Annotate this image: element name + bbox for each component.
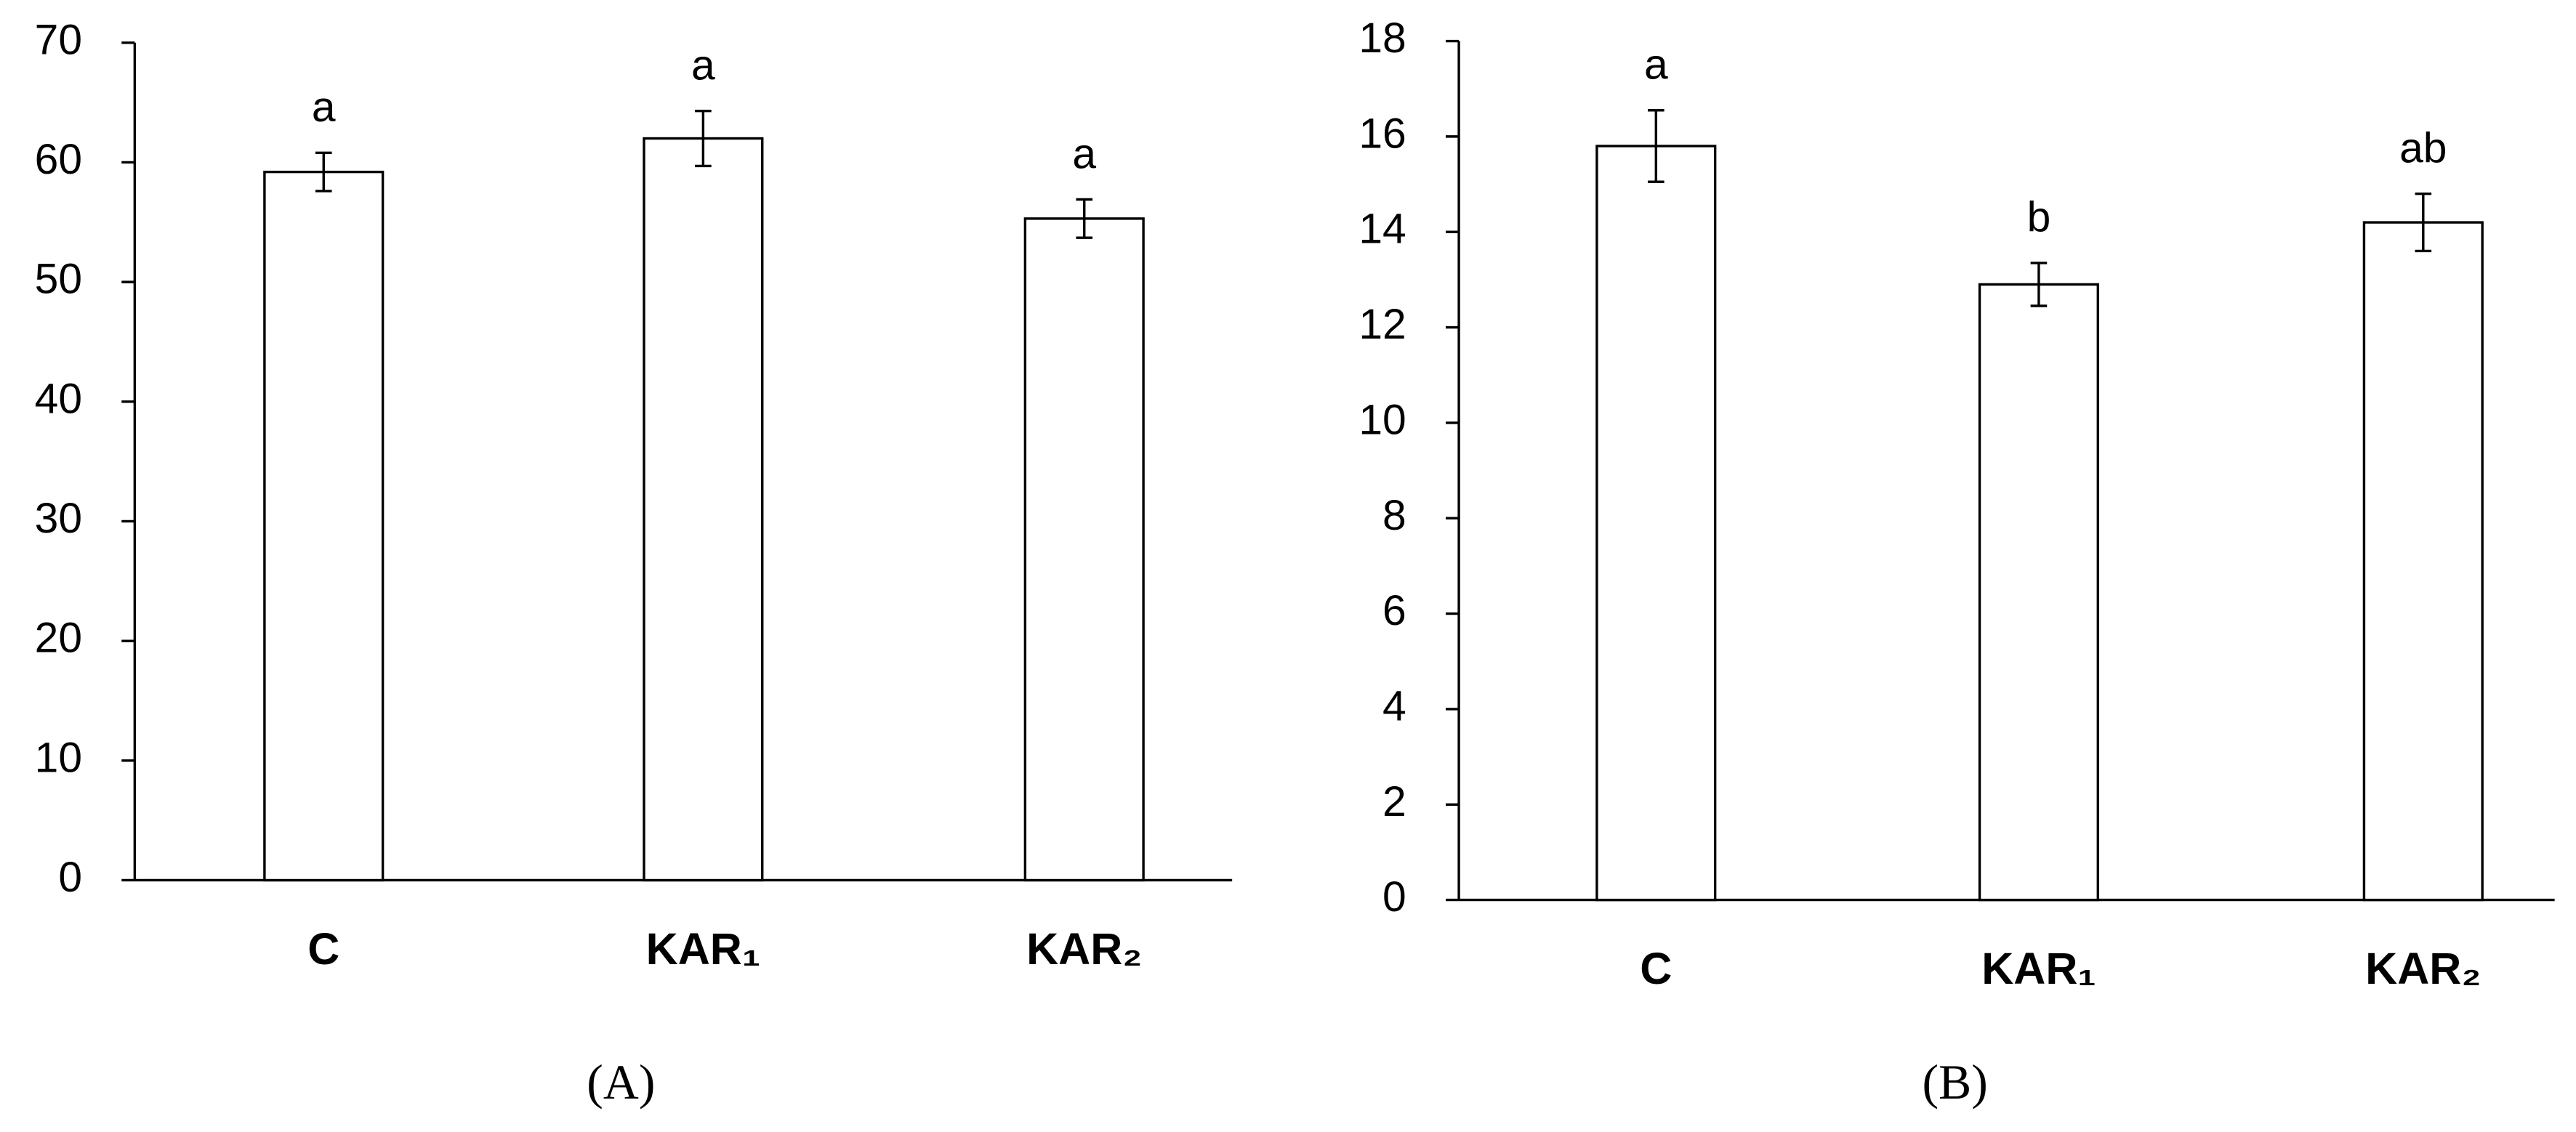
significance-letter: a — [312, 84, 336, 131]
panel-label: (B) — [1922, 1055, 1987, 1109]
panel-label: (A) — [587, 1055, 655, 1109]
y-tick-label: 18 — [1359, 15, 1406, 62]
error-bar — [1076, 198, 1093, 239]
bar — [1595, 145, 1717, 902]
y-tick-label: 40 — [35, 375, 82, 422]
x-tick-label: KAR₂ — [1026, 924, 1142, 974]
y-tick-label: 14 — [1359, 206, 1406, 253]
error-bar — [1647, 109, 1665, 183]
y-tick-label: 10 — [1359, 396, 1406, 443]
x-tick-label: KAR₁ — [646, 924, 760, 974]
y-tick-label: 60 — [35, 136, 82, 183]
y-tick-label: 30 — [35, 495, 82, 542]
x-tick-label: KAR₂ — [2365, 944, 2481, 993]
y-tick-label: 12 — [1359, 301, 1406, 348]
bar — [263, 170, 385, 882]
y-tick-label: 10 — [35, 734, 82, 781]
y-tick-label: 0 — [1382, 873, 1406, 921]
significance-letter: ab — [2399, 124, 2447, 171]
x-tick-label: C — [1640, 944, 1672, 993]
y-tick-label: 0 — [58, 854, 82, 901]
x-tick-label: KAR₁ — [1981, 944, 2096, 993]
error-bar — [695, 109, 712, 168]
error-bar — [315, 151, 332, 193]
y-tick-label: 50 — [35, 256, 82, 303]
bar — [1023, 217, 1145, 882]
significance-letter: b — [2027, 194, 2051, 241]
significance-letter: a — [1644, 41, 1668, 88]
y-tick-label: 70 — [35, 16, 82, 63]
y-tick-label: 20 — [35, 615, 82, 662]
bar — [1978, 283, 2099, 902]
bar — [2362, 221, 2484, 902]
y-tick-label: 16 — [1359, 110, 1406, 157]
y-tick-label: 4 — [1382, 682, 1406, 729]
x-tick-label: C — [307, 924, 339, 974]
significance-letter: a — [691, 41, 715, 89]
y-tick-label: 6 — [1382, 587, 1406, 634]
bar — [643, 137, 764, 882]
error-bar — [2030, 262, 2048, 307]
significance-letter: a — [1072, 130, 1096, 177]
y-tick-label: 2 — [1382, 778, 1406, 825]
y-tick-label: 8 — [1382, 492, 1406, 539]
error-bar — [2415, 192, 2432, 253]
